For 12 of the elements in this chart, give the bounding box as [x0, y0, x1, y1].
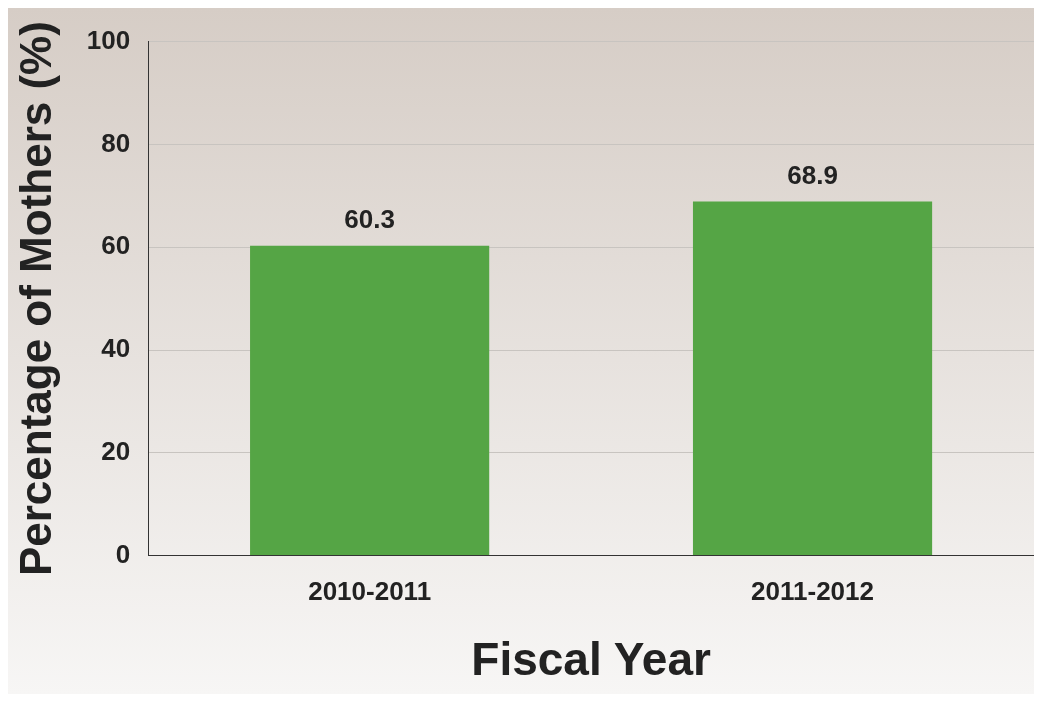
y-axis-title: Percentage of Mothers (%)	[10, 21, 60, 577]
data-label: 60.3	[344, 203, 395, 234]
data-label: 68.9	[787, 159, 838, 190]
x-tick-label: 2010-2011	[308, 576, 432, 607]
y-tick-label: 100	[86, 24, 131, 55]
y-tick-label: 60	[101, 230, 131, 261]
y-tick-label: 40	[101, 333, 131, 364]
y-tick-label: 0	[115, 538, 131, 569]
x-axis-title: Fiscal Year	[471, 633, 711, 686]
y-tick-label: 20	[101, 435, 131, 466]
x-tick-label: 2011-2012	[751, 576, 874, 607]
y-tick-label: 80	[101, 127, 131, 158]
